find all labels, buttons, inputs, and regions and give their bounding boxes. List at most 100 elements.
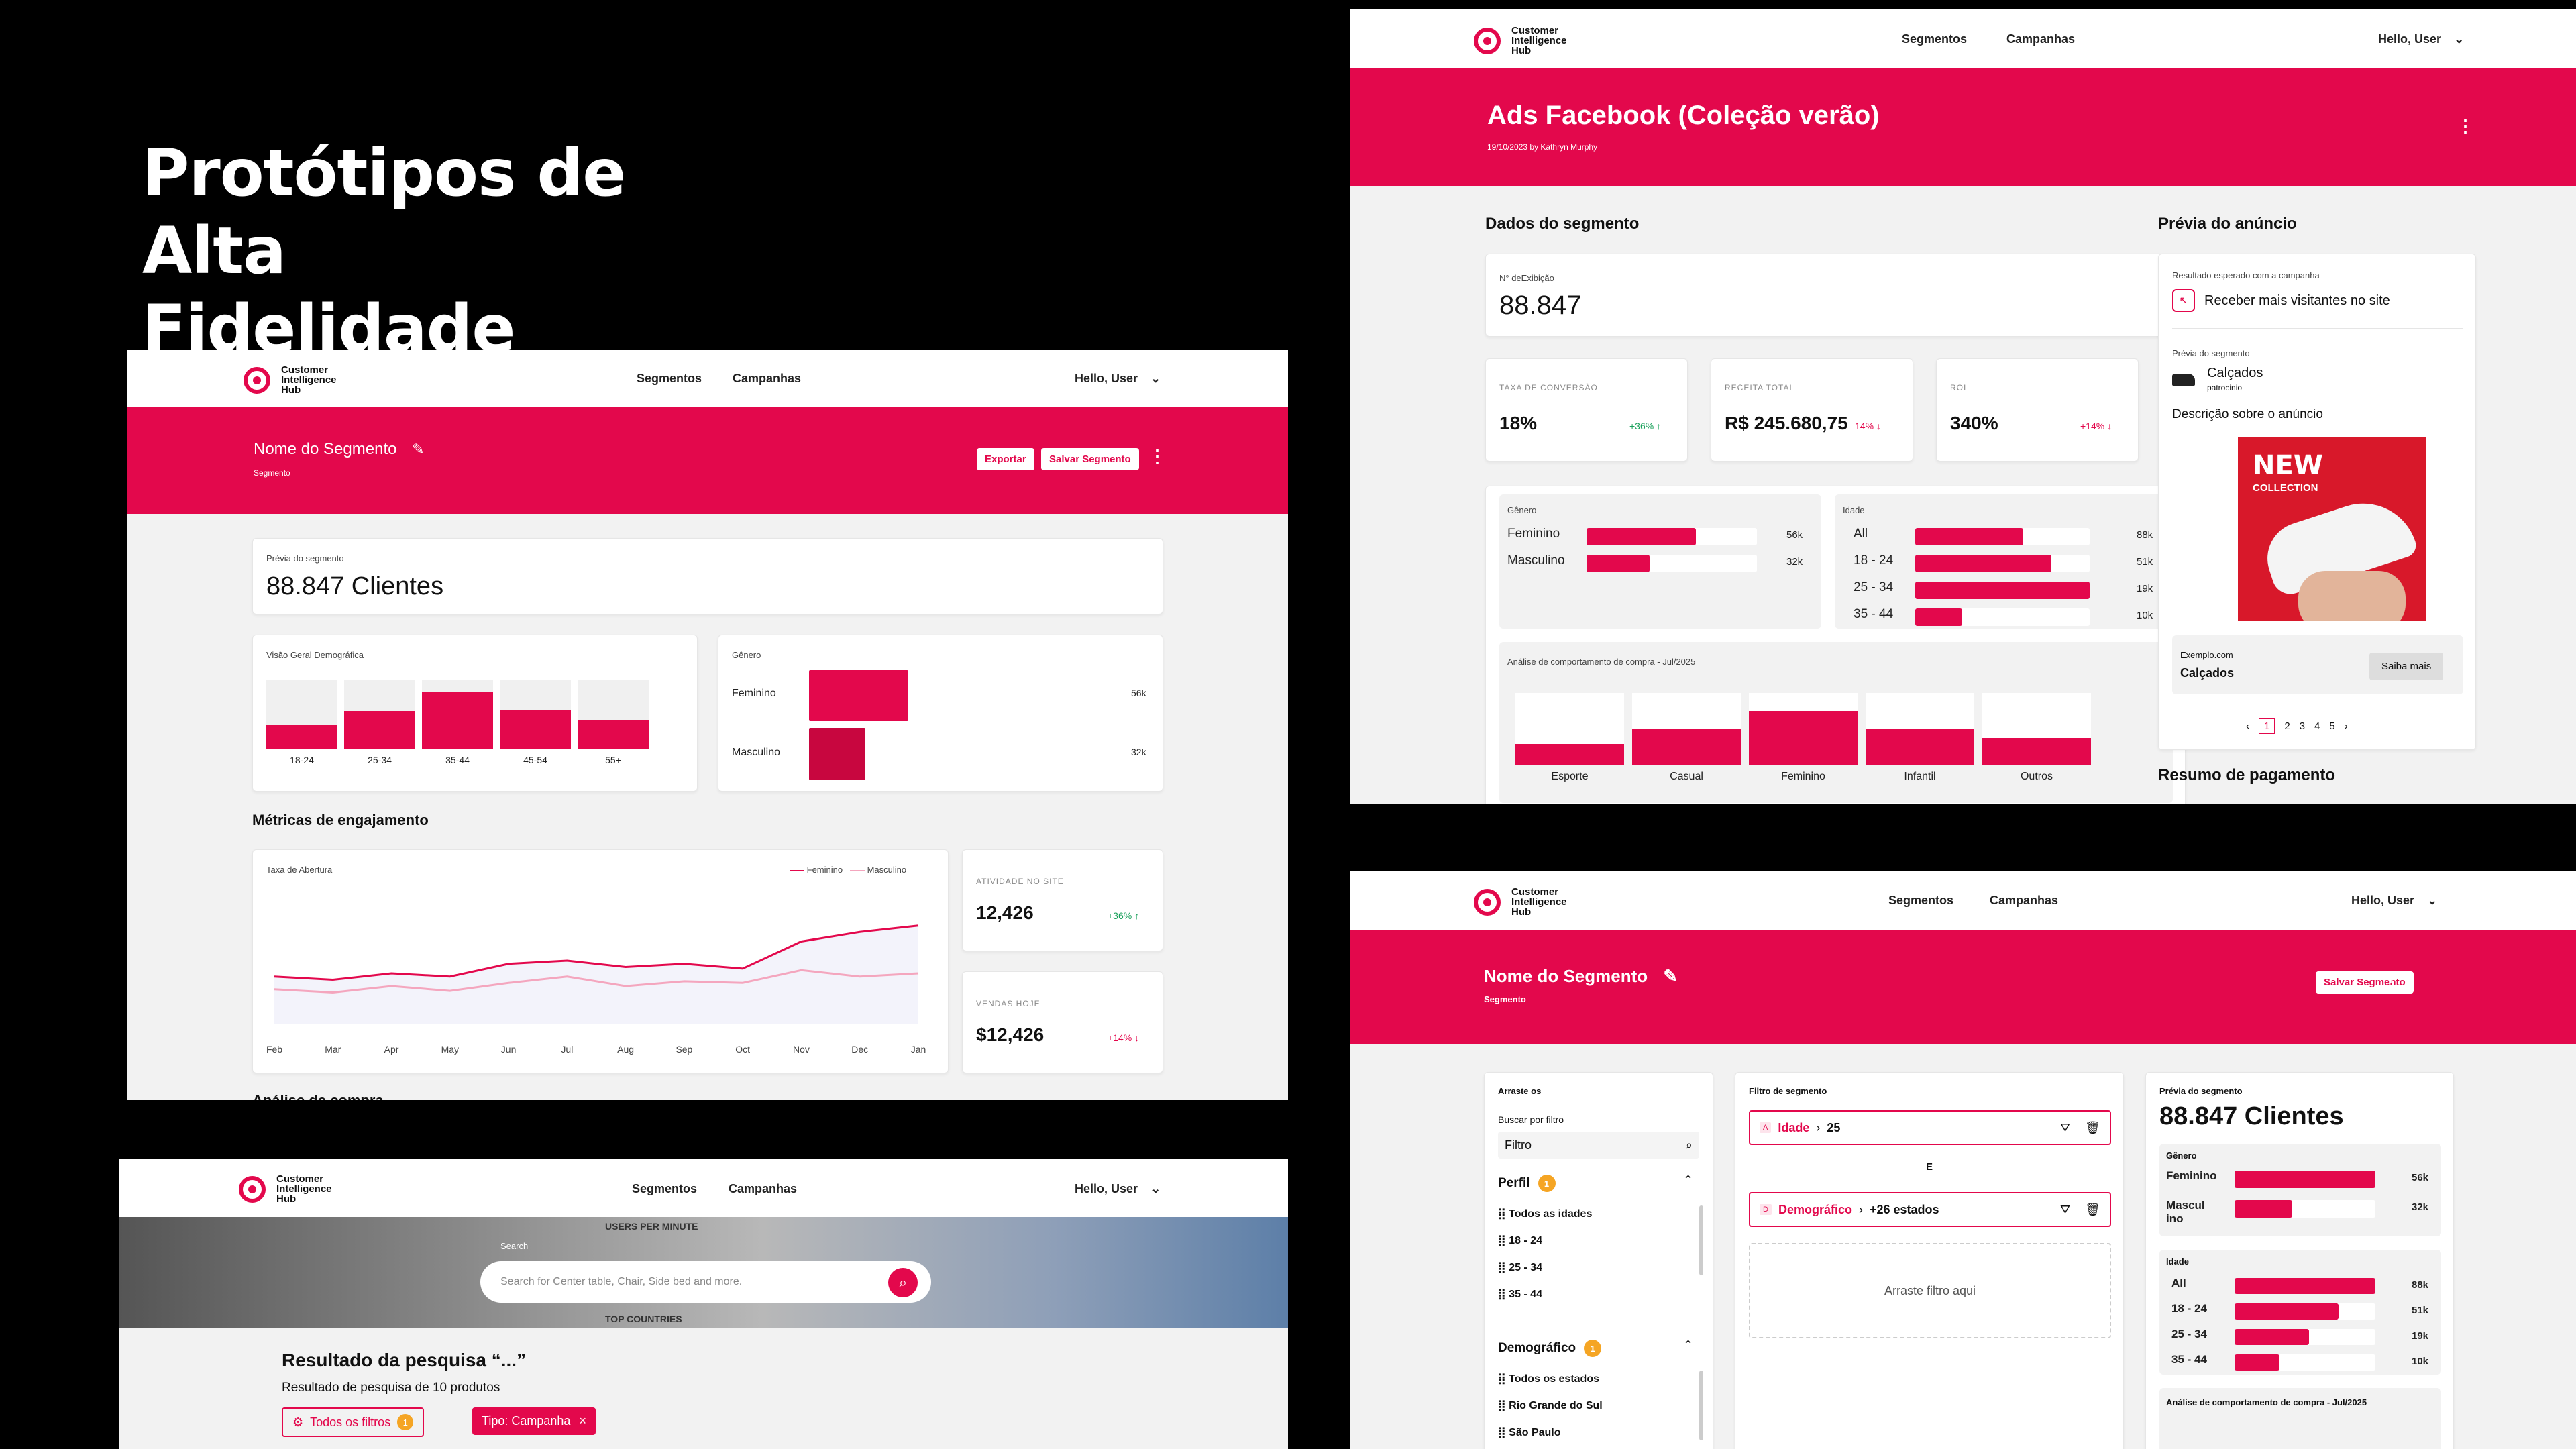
page-5[interactable]: 5 xyxy=(2329,720,2335,732)
shoe-icon xyxy=(2172,374,2195,386)
save-segment-button[interactable]: Salvar Segmento xyxy=(1041,448,1139,470)
filters-count-badge: 1 xyxy=(397,1414,414,1430)
perfil-item[interactable]: ⣿ Todos as idades xyxy=(1498,1208,1593,1220)
demo-label: 45-54 xyxy=(523,755,547,765)
nav-segmentos[interactable]: Segmentos xyxy=(1902,32,1968,46)
site-value: 12,426 xyxy=(976,902,1034,923)
more-options-icon[interactable]: ⋮ xyxy=(2381,971,2399,991)
chevron-up-icon[interactable]: ⌃ xyxy=(1683,1338,1694,1352)
behavior-label: Outros xyxy=(2020,771,2053,782)
chevron-left-icon[interactable]: ‹ xyxy=(2246,720,2249,732)
edit-icon[interactable]: ✎ xyxy=(412,441,425,458)
filter-rule-demo[interactable]: D Demográfico › +26 estados ⛛ 🗑 xyxy=(1749,1192,2111,1227)
brand-logo[interactable]: Customer Intelligence Hub xyxy=(239,1174,350,1204)
ad-image: NEW COLLECTION xyxy=(2238,437,2426,621)
top-nav: Customer Intelligence Hub Segmentos Camp… xyxy=(127,350,1288,407)
gender-value-m: 32k xyxy=(1131,747,1146,757)
hero-line-1: Protótipos de Alta xyxy=(142,136,626,288)
chevron-down-icon: ⌄ xyxy=(1150,1182,1161,1195)
all-filters-button[interactable]: ⚙ Todos os filtros 1 xyxy=(282,1407,425,1437)
save-segment-button[interactable]: Salvar Segmento xyxy=(2316,971,2414,994)
kpi-value: 340% xyxy=(1950,413,1998,433)
more-options-icon[interactable]: ⋮ xyxy=(1148,446,1166,466)
learn-more-button[interactable]: Saiba mais xyxy=(2369,653,2444,680)
demo-scrollbar[interactable] xyxy=(1699,1371,1703,1440)
kpi-value: 18% xyxy=(1499,413,1538,433)
nav-segmentos[interactable]: Segmentos xyxy=(637,372,702,385)
export-button[interactable]: Exportar xyxy=(977,448,1034,470)
demo-bar xyxy=(500,710,571,749)
drop-zone[interactable]: Arraste filtro aqui xyxy=(1749,1243,2111,1338)
top-nav: Customer Intelligence Hub Segmentos Camp… xyxy=(1350,9,2576,68)
perfil-item[interactable]: ⣿ 35 - 44 xyxy=(1498,1289,1542,1300)
bg-top-countries: TOP COUNTRIES xyxy=(605,1313,682,1324)
nav-campanhas[interactable]: Campanhas xyxy=(1990,894,2059,907)
prev-age-value: 51k xyxy=(2412,1305,2429,1316)
perfil-count-badge: 1 xyxy=(1538,1175,1556,1192)
user-menu[interactable]: Hello, User ⌄ xyxy=(2378,32,2464,46)
search-button[interactable]: ⌕ xyxy=(888,1268,918,1297)
filter-rule-idade[interactable]: A Idade › 25 ⛛ 🗑 xyxy=(1749,1110,2111,1145)
age-label: 35 - 44 xyxy=(1854,607,1894,621)
user-menu[interactable]: Hello, User ⌄ xyxy=(1075,372,1161,386)
demographic-card: Visão Geral Demográfica 18-24 25-34 35-44 4… xyxy=(252,635,698,792)
nav-segmentos[interactable]: Segmentos xyxy=(632,1182,698,1195)
chevron-right-icon[interactable]: › xyxy=(2344,720,2348,732)
sales-value: $12,426 xyxy=(976,1024,1044,1045)
perfil-item[interactable]: ⣿ 25 - 34 xyxy=(1498,1262,1542,1273)
more-options-icon[interactable]: ⋮ xyxy=(2457,116,2474,136)
prev-label: Prévia do segmento xyxy=(2159,1086,2243,1096)
prev-gender-box xyxy=(2159,1144,2441,1236)
user-menu[interactable]: Hello, User ⌄ xyxy=(1075,1182,1161,1196)
ad-category: Calçados xyxy=(2180,666,2235,680)
exhibitions-card: N° deExibição 88.847 xyxy=(1485,254,2186,337)
x-tick-label: Oct xyxy=(735,1044,750,1055)
perfil-item[interactable]: ⣿ 18 - 24 xyxy=(1498,1235,1542,1246)
nav-segmentos[interactable]: Segmentos xyxy=(1888,894,1954,907)
search-input[interactable]: Search for Center table, Chair, Side bed… xyxy=(480,1261,931,1303)
brand-logo[interactable]: Customer Intelligence Hub xyxy=(1474,887,1585,917)
gender-label-f: Feminino xyxy=(732,688,776,699)
nav-campanhas[interactable]: Campanhas xyxy=(2006,32,2076,46)
kpi-label: TAXA DE CONVERSÃO xyxy=(1499,383,1598,392)
arrow-up-icon: ↑ xyxy=(1134,910,1140,921)
edit-icon[interactable]: ✎ xyxy=(1663,966,1678,986)
type-chip[interactable]: Tipo: Campanha × xyxy=(472,1407,596,1435)
page-1[interactable]: 1 xyxy=(2259,718,2275,734)
brand-logo[interactable]: Customer Intelligence Hub xyxy=(244,365,355,395)
filter-search-input[interactable]: Filtro ⌕ xyxy=(1498,1132,1699,1159)
page-3[interactable]: 3 xyxy=(2299,720,2306,732)
segment-data-title: Dados do segmento xyxy=(1485,215,1640,233)
brand-logo[interactable]: Customer Intelligence Hub xyxy=(1474,25,1585,56)
site-activity-card: ATIVIDADE NO SITE 12,426 +36% ↑ xyxy=(962,849,1163,951)
prev-age-bar xyxy=(2235,1329,2309,1345)
behavior-bar xyxy=(1749,711,1858,765)
series-line-masculino xyxy=(274,969,919,994)
prev-gender-value: 56k xyxy=(2412,1172,2429,1183)
page-4[interactable]: 4 xyxy=(2314,720,2320,732)
page-2[interactable]: 2 xyxy=(2284,720,2290,732)
perfil-scrollbar[interactable] xyxy=(1699,1205,1703,1275)
exib-label: N° deExibição xyxy=(1499,273,1554,283)
perfil-group[interactable]: Perfil 1 xyxy=(1498,1175,1556,1192)
age-bar xyxy=(1915,608,1962,626)
demo-item[interactable]: ⣿ São Paulo xyxy=(1498,1427,1561,1438)
filter-search-label: Buscar por filtro xyxy=(1498,1114,1564,1125)
segment-builder-frame: Customer Intelligence Hub Segmentos Camp… xyxy=(1350,871,2576,1449)
search-frame: Customer Intelligence Hub Segmentos Camp… xyxy=(119,1159,1288,1449)
user-menu[interactable]: Hello, User ⌄ xyxy=(2351,894,2437,908)
nav-campanhas[interactable]: Campanhas xyxy=(733,372,802,385)
chevron-up-icon[interactable]: ⌃ xyxy=(1683,1173,1694,1187)
demo-group[interactable]: Demográfico 1 xyxy=(1498,1340,1602,1357)
ad-collection: COLLECTION xyxy=(2253,482,2318,494)
demo-item[interactable]: ⣿ Todos os estados xyxy=(1498,1373,1599,1385)
x-tick-label: Jan xyxy=(911,1044,926,1055)
and-separator: E xyxy=(1926,1161,1933,1173)
demo-item[interactable]: ⣿ Rio Grande do Sul xyxy=(1498,1400,1603,1411)
prev-age-label: 25 - 34 xyxy=(2171,1328,2207,1340)
prev-gender-bar xyxy=(2235,1171,2375,1188)
filters-panel: Arraste os Buscar por filtro Filtro ⌕ Per… xyxy=(1484,1072,1713,1449)
age-label: 25 - 34 xyxy=(1854,580,1894,594)
nav-campanhas[interactable]: Campanhas xyxy=(729,1182,798,1195)
kpi-delta: +36% ↑ xyxy=(1629,421,1662,431)
